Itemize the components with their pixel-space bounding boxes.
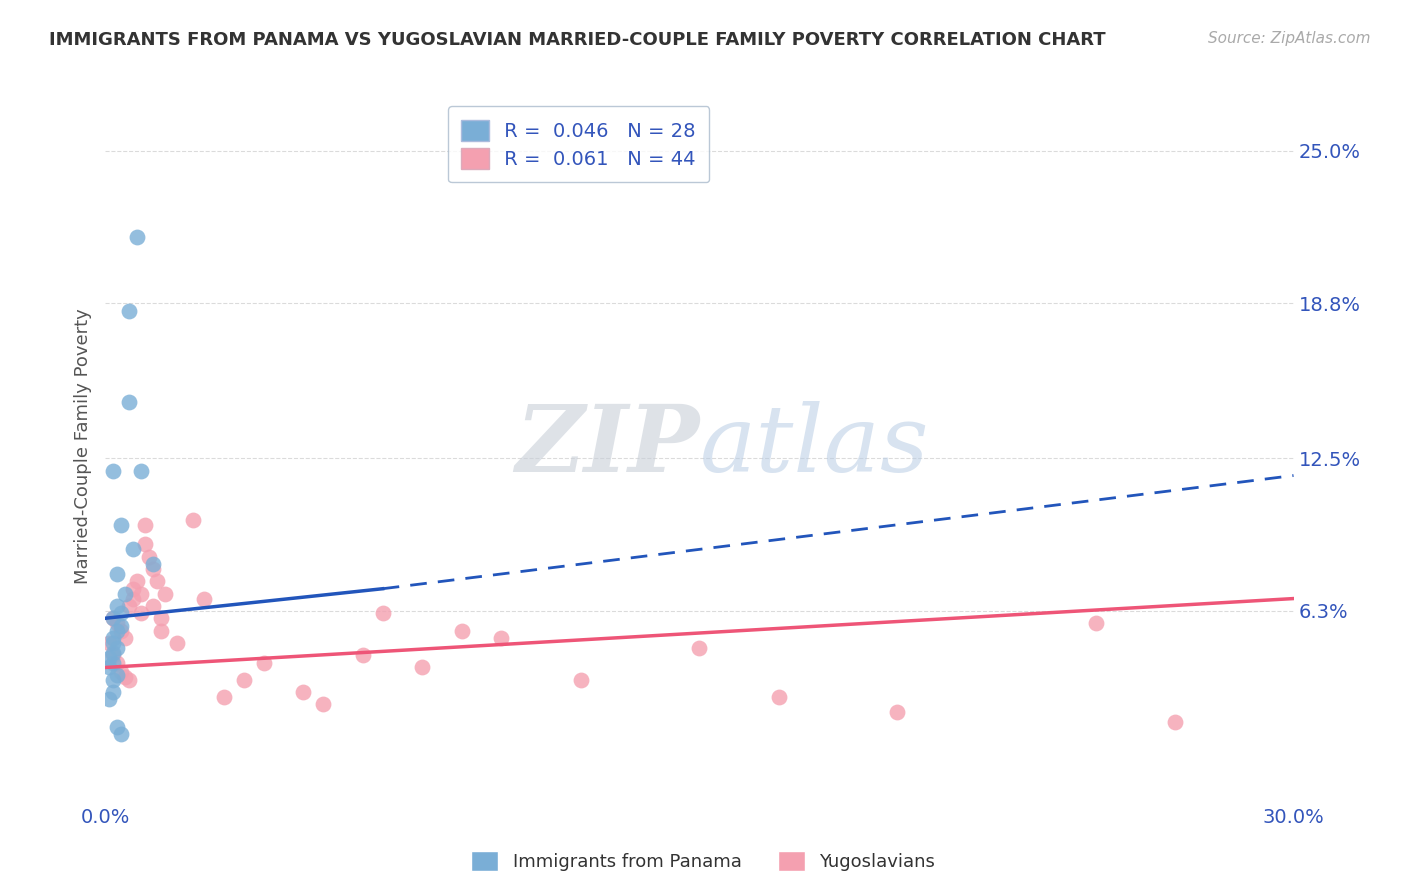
Point [134, 537, 156, 551]
Point [352, 648, 374, 662]
Point [127, 574, 149, 589]
Point [118, 303, 141, 318]
Point [105, 599, 128, 613]
Point [450, 624, 472, 638]
Text: IMMIGRANTS FROM PANAMA VS YUGOSLAVIAN MARRIED-COUPLE FAMILY POVERTY CORRELATION : IMMIGRANTS FROM PANAMA VS YUGOSLAVIAN MA… [49, 31, 1107, 49]
Point [103, 611, 125, 625]
Point [105, 624, 128, 638]
Point [181, 513, 204, 527]
Legend:  R =  0.046   N = 28,  R =  0.061   N = 44: R = 0.046 N = 28, R = 0.061 N = 44 [449, 106, 710, 183]
Point [103, 685, 125, 699]
Point [166, 636, 188, 650]
Point [105, 668, 128, 682]
Point [110, 618, 132, 632]
Point [142, 557, 165, 571]
Y-axis label: Married-Couple Family Poverty: Married-Couple Family Poverty [73, 308, 91, 584]
Point [118, 599, 141, 613]
Point [103, 673, 125, 687]
Point [103, 648, 125, 662]
Point [110, 727, 132, 741]
Point [118, 673, 141, 687]
Point [105, 656, 128, 670]
Point [122, 542, 145, 557]
Point [768, 690, 790, 704]
Point [110, 517, 132, 532]
Point [886, 705, 908, 719]
Point [1164, 714, 1187, 729]
Point [98, 650, 121, 665]
Point [98, 636, 121, 650]
Text: atlas: atlas [700, 401, 929, 491]
Point [114, 670, 136, 684]
Point [689, 640, 711, 655]
Point [146, 574, 169, 589]
Point [98, 660, 121, 674]
Point [114, 587, 136, 601]
Text: Source: ZipAtlas.com: Source: ZipAtlas.com [1208, 31, 1371, 46]
Point [103, 611, 125, 625]
Point [103, 464, 125, 478]
Point [114, 631, 136, 645]
Point [122, 582, 145, 596]
Point [214, 690, 236, 704]
Point [371, 607, 394, 621]
Point [103, 636, 125, 650]
Point [103, 656, 125, 670]
Point [127, 230, 149, 244]
Point [491, 631, 513, 645]
Point [110, 607, 132, 621]
Point [292, 685, 315, 699]
Point [129, 587, 152, 601]
Point [142, 562, 165, 576]
Point [149, 624, 172, 638]
Point [103, 631, 125, 645]
Point [233, 673, 256, 687]
Point [129, 464, 152, 478]
Point [110, 624, 132, 638]
Point [312, 698, 335, 712]
Point [105, 719, 128, 733]
Point [118, 394, 141, 409]
Point [411, 660, 433, 674]
Point [105, 640, 128, 655]
Point [138, 549, 160, 564]
Point [105, 566, 128, 581]
Point [129, 607, 152, 621]
Point [142, 599, 165, 613]
Point [105, 616, 128, 631]
Point [1084, 616, 1107, 631]
Point [110, 665, 132, 680]
Point [149, 611, 172, 625]
Text: ZIP: ZIP [515, 401, 700, 491]
Point [569, 673, 592, 687]
Point [122, 591, 145, 606]
Legend: Immigrants from Panama, Yugoslavians: Immigrants from Panama, Yugoslavians [464, 844, 942, 879]
Point [103, 646, 125, 660]
Point [98, 692, 121, 706]
Point [134, 517, 156, 532]
Point [253, 656, 276, 670]
Point [153, 587, 176, 601]
Point [193, 591, 215, 606]
